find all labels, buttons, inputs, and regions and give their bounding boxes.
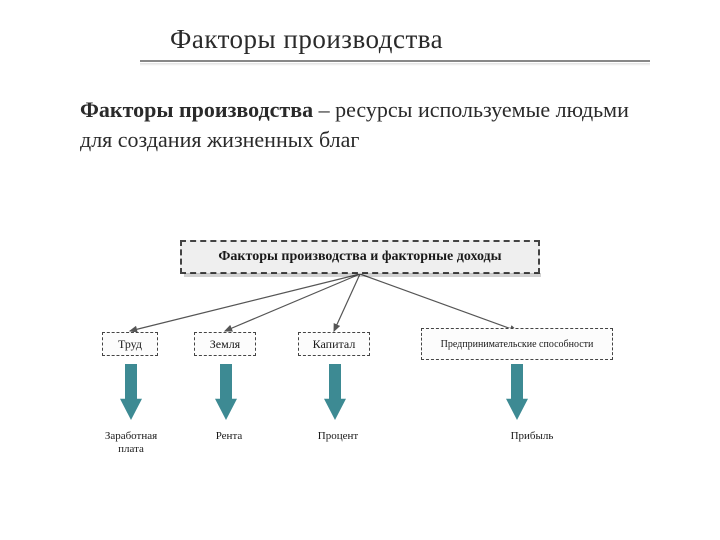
page-title: Факторы производства bbox=[140, 24, 650, 55]
income-row: Заработнаяплата Рента Процент Прибыль bbox=[70, 430, 650, 470]
root-node: Факторы производства и факторные доходы bbox=[180, 240, 540, 274]
root-node-label: Факторы производства и факторные доходы bbox=[218, 249, 501, 265]
factor-row: ТрудЗемляКапиталПредпринимательские спос… bbox=[70, 332, 650, 362]
down-arrow-icon bbox=[120, 364, 142, 420]
page-title-bar: Факторы производства bbox=[140, 24, 650, 62]
factor-node: Предпринимательские способности bbox=[421, 328, 613, 360]
income-label: Процент bbox=[308, 430, 368, 443]
factor-node: Труд bbox=[102, 332, 158, 356]
down-arrow-icon bbox=[215, 364, 237, 420]
income-label: Прибыль bbox=[502, 430, 562, 443]
factor-node: Капитал bbox=[298, 332, 370, 356]
factor-node: Земля bbox=[194, 332, 256, 356]
down-arrow-icon bbox=[324, 364, 346, 420]
diagram-container: Факторы производства и факторные доходы … bbox=[70, 240, 650, 500]
income-label: Заработнаяплата bbox=[96, 430, 166, 455]
definition-term: Факторы производства bbox=[80, 97, 313, 122]
down-arrow-icon bbox=[506, 364, 528, 420]
definition-paragraph: Факторы производства – ресурсы используе… bbox=[80, 95, 640, 154]
income-label: Рента bbox=[204, 430, 254, 443]
